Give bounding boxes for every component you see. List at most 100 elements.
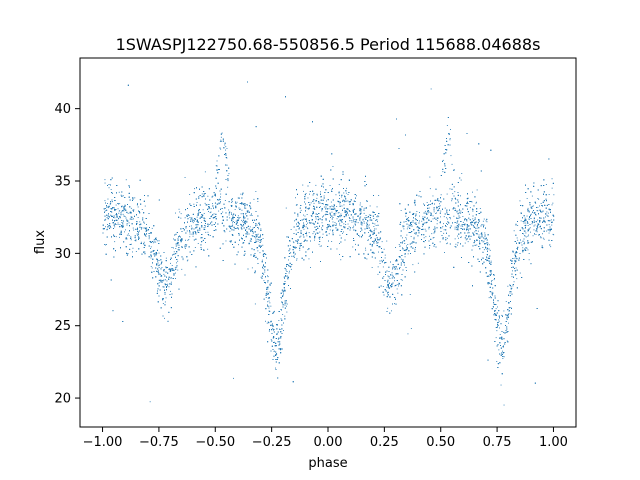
data-point: [238, 218, 240, 220]
data-point: [267, 281, 269, 283]
data-point: [352, 217, 354, 219]
data-point: [121, 210, 123, 212]
data-point: [110, 226, 111, 227]
data-point: [406, 245, 407, 247]
data-point: [426, 202, 428, 203]
data-point: [226, 157, 228, 159]
data-point: [170, 290, 171, 292]
data-point: [535, 234, 537, 235]
data-point: [127, 212, 129, 214]
data-point: [339, 216, 341, 218]
data-point: [292, 255, 294, 257]
data-point: [392, 276, 394, 278]
data-point: [453, 215, 455, 217]
data-point: [296, 259, 298, 261]
data-point: [397, 273, 399, 275]
data-point: [339, 194, 340, 196]
data-point: [119, 224, 121, 225]
data-point: [260, 276, 262, 278]
data-point: [527, 249, 529, 251]
data-point: [270, 339, 272, 341]
data-point: [487, 242, 489, 244]
data-point: [204, 171, 206, 173]
data-point: [260, 245, 262, 247]
data-point: [122, 221, 124, 223]
data-point: [135, 240, 137, 242]
data-point: [367, 216, 369, 218]
data-point: [460, 210, 462, 212]
data-point: [366, 258, 368, 260]
data-point: [220, 193, 222, 195]
data-point: [483, 249, 485, 251]
data-point: [457, 229, 459, 231]
data-point: [406, 234, 408, 236]
data-point: [177, 260, 179, 262]
data-point: [404, 243, 406, 244]
data-point: [472, 221, 474, 223]
data-point: [307, 197, 309, 199]
data-point: [401, 279, 403, 281]
data-point: [509, 310, 510, 311]
data-point: [306, 208, 308, 210]
data-point: [175, 278, 176, 279]
data-point: [507, 315, 509, 317]
data-point: [399, 245, 401, 247]
data-point: [523, 233, 525, 235]
data-point: [130, 207, 132, 209]
data-point: [212, 203, 213, 205]
data-point: [350, 220, 352, 221]
data-point: [280, 337, 282, 339]
data-point: [498, 324, 499, 326]
data-point: [300, 235, 302, 237]
data-point: [283, 289, 285, 291]
data-point: [149, 401, 151, 403]
data-point: [162, 303, 164, 304]
data-point: [165, 284, 166, 286]
data-point: [376, 242, 378, 244]
data-point: [207, 231, 209, 233]
data-point: [342, 232, 343, 234]
data-point: [293, 242, 295, 244]
data-point: [543, 220, 544, 222]
data-point: [195, 233, 197, 235]
data-point: [191, 227, 193, 229]
data-point: [514, 253, 516, 255]
data-point: [308, 221, 310, 223]
data-point: [525, 224, 527, 226]
data-point: [472, 191, 473, 193]
data-point: [231, 220, 233, 222]
data-point: [300, 242, 302, 244]
data-point: [140, 228, 142, 230]
data-point: [540, 236, 542, 238]
data-point: [158, 267, 160, 268]
data-point: [471, 201, 473, 203]
data-point: [219, 141, 221, 142]
data-point: [280, 318, 282, 320]
data-point: [134, 240, 136, 241]
data-point: [322, 233, 324, 235]
data-point: [267, 301, 269, 303]
data-point: [450, 129, 451, 130]
data-point: [189, 217, 191, 218]
data-point: [499, 334, 501, 335]
data-point: [245, 213, 246, 215]
data-point: [126, 234, 128, 236]
data-point: [553, 234, 555, 236]
data-point: [482, 220, 484, 222]
data-point: [489, 274, 491, 275]
data-point: [338, 212, 340, 214]
data-point: [269, 302, 271, 304]
data-point: [536, 231, 538, 233]
data-point: [464, 242, 466, 244]
data-point: [242, 225, 244, 227]
data-point: [279, 328, 280, 330]
data-point: [493, 301, 494, 303]
data-point: [226, 164, 228, 166]
data-point: [209, 224, 211, 225]
data-point: [262, 244, 264, 246]
data-point: [524, 217, 526, 219]
data-point: [104, 182, 106, 184]
data-point: [288, 265, 289, 266]
data-point: [194, 188, 195, 190]
data-point: [300, 230, 302, 231]
